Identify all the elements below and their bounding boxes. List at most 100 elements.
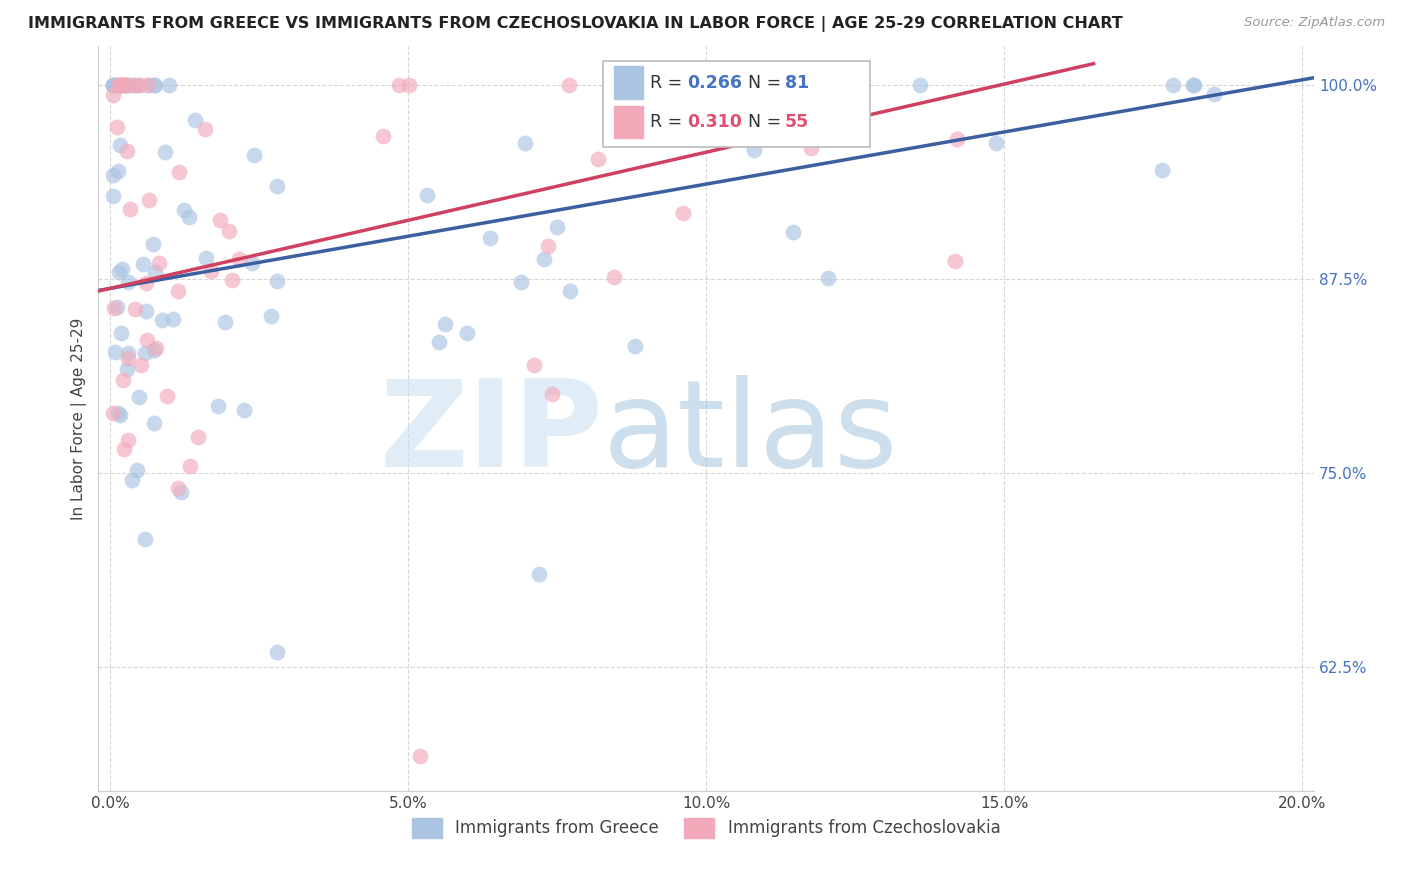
Point (808, 78, 831, 92)
Point (193, 122, 215, 136)
Point (782, 226, 804, 240)
Point (651, 78, 673, 92)
Point (479, 231, 502, 245)
Point (132, 257, 155, 271)
Point (510, 275, 533, 289)
Point (115, 145, 138, 159)
Point (135, 303, 157, 318)
Point (207, 399, 229, 413)
Text: ZIP: ZIP (380, 376, 603, 492)
Point (136, 78, 159, 92)
Point (200, 264, 222, 278)
Point (107, 406, 129, 420)
Point (1161, 78, 1184, 92)
Point (129, 358, 152, 372)
Point (209, 213, 232, 227)
Point (184, 113, 207, 128)
Point (849, 78, 872, 92)
Point (388, 78, 411, 92)
Point (945, 254, 967, 268)
Point (602, 270, 624, 285)
Point (120, 202, 142, 216)
Point (138, 193, 160, 207)
Point (533, 252, 555, 266)
Point (103, 87, 125, 102)
Point (523, 358, 546, 372)
Point (103, 301, 125, 316)
Point (986, 136, 1008, 150)
Text: Source: ZipAtlas.com: Source: ZipAtlas.com (1244, 16, 1385, 29)
Point (142, 343, 165, 357)
Point (1152, 163, 1174, 178)
Point (115, 362, 138, 376)
Point (115, 78, 138, 92)
Point (117, 346, 139, 360)
Point (121, 473, 143, 487)
Point (529, 566, 551, 581)
Point (266, 179, 288, 194)
Point (127, 78, 149, 92)
Point (150, 312, 173, 326)
Point (143, 265, 166, 279)
Point (672, 206, 695, 220)
Point (228, 252, 250, 267)
Point (145, 341, 167, 355)
Point (162, 312, 184, 326)
Point (157, 78, 180, 92)
Point (156, 389, 179, 403)
Point (134, 346, 156, 360)
Point (105, 120, 128, 134)
Point (515, 136, 537, 150)
Point (214, 315, 236, 329)
Point (136, 78, 159, 92)
Point (177, 210, 200, 224)
Point (108, 137, 131, 152)
Point (434, 317, 457, 331)
Point (128, 390, 150, 404)
Point (546, 220, 568, 235)
Text: atlas: atlas (603, 376, 898, 492)
Point (136, 334, 159, 348)
Point (135, 276, 157, 290)
Point (117, 275, 139, 289)
Point (731, 95, 754, 109)
Point (167, 285, 190, 299)
Point (142, 78, 165, 92)
Point (1182, 78, 1205, 92)
Point (824, 78, 846, 92)
Point (195, 251, 218, 265)
Point (541, 387, 564, 401)
Point (114, 78, 136, 92)
Point (134, 532, 156, 546)
Point (103, 406, 125, 420)
Point (167, 482, 190, 496)
Point (1204, 87, 1226, 102)
Point (110, 78, 132, 92)
Point (103, 78, 125, 92)
Point (800, 141, 823, 155)
Point (148, 256, 170, 270)
Point (456, 326, 478, 341)
Point (127, 463, 149, 477)
Point (112, 78, 135, 92)
Point (586, 152, 609, 166)
Point (124, 301, 146, 316)
Point (111, 261, 134, 276)
Point (187, 430, 209, 444)
Point (560, 284, 582, 298)
Point (427, 334, 450, 349)
Legend: Immigrants from Greece, Immigrants from Czechoslovakia: Immigrants from Greece, Immigrants from … (404, 809, 1008, 847)
Point (242, 148, 264, 162)
Point (173, 202, 195, 217)
Point (124, 78, 146, 92)
Point (143, 416, 166, 430)
Point (108, 409, 131, 423)
Point (103, 189, 125, 203)
Point (266, 274, 288, 288)
Point (129, 78, 152, 92)
Point (623, 338, 645, 352)
Point (117, 351, 139, 365)
Point (111, 373, 134, 387)
Point (537, 239, 560, 253)
Point (103, 168, 125, 182)
